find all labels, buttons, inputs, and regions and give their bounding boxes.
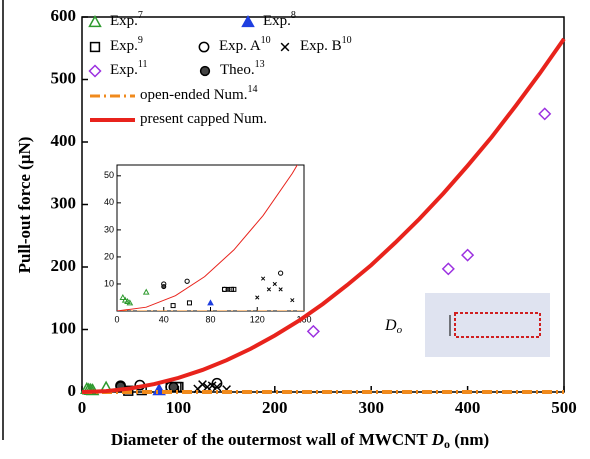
- y-tick-label: 400: [51, 131, 77, 150]
- marker: [142, 288, 150, 295]
- y-tick-label: 100: [51, 318, 77, 337]
- marker: [88, 64, 102, 78]
- legend-entry: open-ended Num.14: [140, 84, 257, 103]
- annotation-var: D: [384, 317, 397, 334]
- inset-plot: [117, 46, 400, 311]
- legend-ref: 11: [138, 59, 148, 70]
- legend-entry: Exp. A10: [219, 35, 271, 54]
- inset-line: [117, 165, 298, 311]
- marker: [199, 65, 211, 77]
- line: [81, 37, 566, 394]
- legend-name: Exp.: [110, 38, 138, 54]
- legend-name: present capped Num.: [140, 111, 267, 127]
- inset-y-tick-label: 20: [104, 251, 114, 261]
- x-label-sub: o: [444, 437, 450, 451]
- inset-x-tick-label: 80: [205, 314, 215, 324]
- x-axis-label: Diameter of the outermost wall of MWCNT …: [111, 430, 489, 453]
- legend-entry: Exp.7: [110, 10, 143, 29]
- x-label-var: D: [431, 430, 444, 449]
- marker: [538, 107, 552, 121]
- y-tick-label: 600: [51, 6, 77, 25]
- y-tick-label: 300: [51, 193, 77, 212]
- legend-name: Exp. B: [300, 38, 342, 54]
- marker: [280, 42, 290, 52]
- marker: [395, 46, 400, 51]
- x-label-unit: (nm): [454, 430, 489, 449]
- inset-x-tick-label: 40: [159, 314, 169, 324]
- marker: [121, 296, 129, 303]
- legend-name: Exp.: [110, 62, 138, 78]
- marker: [225, 286, 231, 292]
- marker: [278, 270, 284, 276]
- legend-entry: Theo.13: [220, 59, 265, 78]
- x-tick-label: 300: [358, 398, 384, 417]
- marker: [461, 248, 475, 262]
- x-label-text: Diameter of the outermost wall of MWCNT: [111, 430, 429, 449]
- legend-entry: Exp.8: [263, 10, 296, 29]
- legend-ref: 13: [255, 59, 265, 70]
- legend-ref: 14: [247, 84, 257, 95]
- marker: [306, 324, 320, 338]
- marker: [278, 287, 283, 292]
- x-tick-label: 200: [262, 398, 288, 417]
- marker: [260, 276, 266, 281]
- inset-frame: [116, 164, 305, 312]
- legend-name: Theo.: [220, 62, 255, 78]
- annotation-sub: o: [397, 324, 403, 336]
- legend-name: open-ended Num.: [140, 87, 247, 103]
- marker: [231, 286, 237, 292]
- marker: [168, 381, 179, 393]
- y-axis-label: Pull-out force (μN): [15, 137, 34, 274]
- marker: [207, 299, 214, 306]
- x-tick-label: 500: [551, 398, 577, 417]
- annotation: Do: [384, 317, 403, 336]
- marker: [272, 281, 277, 287]
- x-tick-label: 0: [78, 398, 87, 417]
- inset-x-tick-label: 0: [114, 314, 119, 324]
- legend-ref: 10: [342, 35, 352, 46]
- marker: [241, 14, 255, 28]
- inset-x-tick-label: 120: [250, 314, 265, 324]
- inset-y-tick-label: 50: [104, 170, 114, 180]
- legend-entry: Exp.9: [110, 35, 143, 54]
- x-tick-label: 400: [455, 398, 481, 417]
- legend-entry: Exp. B10: [300, 35, 352, 54]
- legend-name: Exp.: [263, 13, 291, 29]
- marker: [170, 303, 176, 309]
- marker: [89, 41, 101, 53]
- marker: [266, 287, 272, 292]
- marker: [255, 295, 260, 300]
- inset-y-tick-label: 40: [104, 197, 114, 207]
- marker: [119, 293, 127, 300]
- marker: [290, 298, 295, 303]
- legend-ref: 9: [138, 35, 143, 46]
- marker: [186, 300, 192, 306]
- marker: [198, 41, 210, 53]
- legend-ref: 8: [291, 10, 296, 21]
- marker: [441, 262, 455, 276]
- legend-ref: 10: [261, 35, 271, 46]
- marker: [161, 284, 167, 290]
- inset-y-tick-label: 30: [104, 224, 114, 234]
- marker: [198, 380, 207, 389]
- y-tick-label: 0: [68, 381, 77, 400]
- x-tick-label: 100: [166, 398, 192, 417]
- inset-y-tick-label: 10: [104, 278, 114, 288]
- y-tick-label: 500: [51, 68, 77, 87]
- marker: [88, 14, 102, 28]
- legend-name: Exp. A: [219, 38, 261, 54]
- nanotube-image: [425, 293, 550, 357]
- legend-ref: 7: [138, 10, 143, 21]
- legend-entry: present capped Num.: [140, 111, 267, 127]
- marker: [124, 298, 131, 305]
- marker: [212, 382, 222, 392]
- y-tick-label: 200: [51, 256, 77, 275]
- marker: [184, 278, 190, 284]
- legend-name: Exp.: [110, 13, 138, 29]
- marker: [126, 299, 134, 306]
- legend-entry: Exp.11: [110, 59, 148, 78]
